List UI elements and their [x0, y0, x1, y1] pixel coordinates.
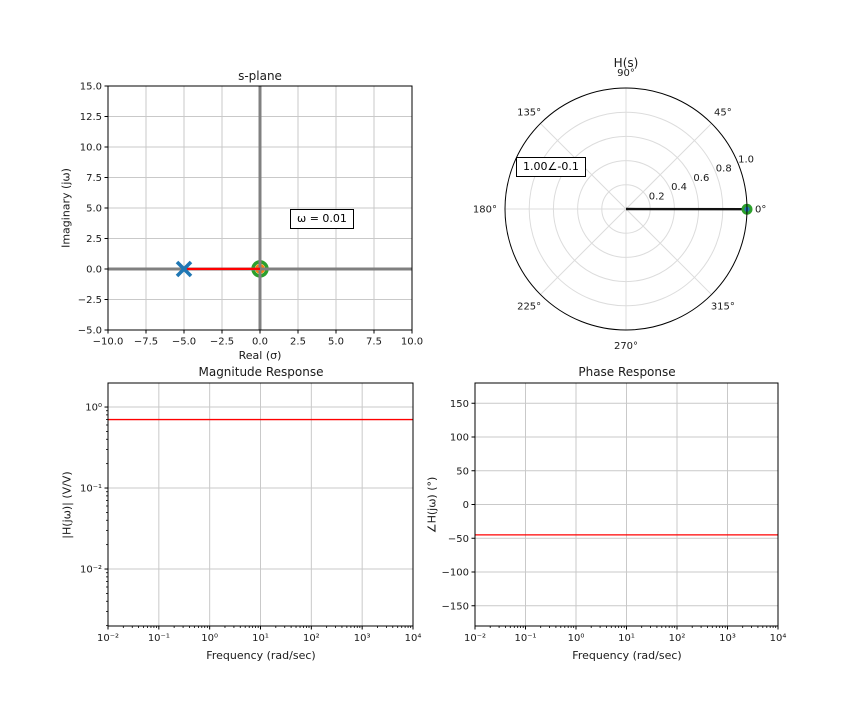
x-tick-label: 10⁻²: [464, 633, 486, 644]
x-tick-label: 10³: [354, 633, 371, 644]
x-tick-label: 10.0: [401, 337, 423, 348]
y-tick-label: −150: [442, 601, 469, 612]
x-tick-label: 10²: [669, 633, 686, 644]
x-tick-label: −5.0: [172, 337, 196, 348]
x-tick-label: 10⁴: [770, 633, 787, 644]
y-tick-label: 150: [450, 399, 469, 410]
s-plane-plot: −10.0 −7.5 −5.0 −2.5 0.0 2.5 5.0 7.5 10.0 −5.0 −2.…: [78, 82, 423, 348]
s-plane-xlabel: Real (σ): [238, 349, 282, 362]
x-tick-label: −10.0: [93, 337, 124, 348]
theta-tick-label: 90°: [617, 68, 635, 79]
polar-spoke: [625, 123, 712, 210]
phase-xlabel: Frequency (rad/sec): [572, 649, 682, 662]
theta-tick-label: 135°: [517, 108, 541, 119]
y-tick-label: 0: [463, 500, 469, 511]
polar-spoke: [540, 208, 627, 295]
y-tick-label: 10.0: [80, 143, 102, 154]
r-tick-label: 1.0: [738, 154, 754, 165]
s-plane-title: s-plane: [238, 69, 282, 83]
x-tick-label: 7.5: [366, 337, 382, 348]
polar-title: H(s): [613, 56, 639, 70]
x-tick-label: 2.5: [290, 337, 306, 348]
r-tick-label: 0.8: [716, 164, 732, 175]
polar-outline: [504, 87, 748, 331]
y-tick-label: 50: [456, 466, 469, 477]
y-tick-label: 7.5: [86, 173, 102, 184]
theta-tick-label: 45°: [714, 108, 732, 119]
y-tick-label: 10⁻¹: [80, 484, 102, 495]
theta-tick-label: 225°: [517, 301, 541, 312]
y-tick-label: 15.0: [80, 82, 102, 93]
polar-spoke: [625, 208, 712, 295]
y-tick-label: 5.0: [86, 204, 102, 215]
theta-tick-label: 0°: [755, 205, 766, 216]
r-tick-label: 0.4: [671, 182, 687, 193]
x-tick-label: 10⁰: [568, 633, 585, 644]
pole-x-stroke: [175, 260, 193, 278]
x-tick-label: 5.0: [328, 337, 344, 348]
polar-value-annotation: 1.00∠-0.1: [516, 157, 586, 178]
omega-annotation: ω = 0.01: [290, 209, 354, 230]
y-tick-label: 10⁻²: [80, 565, 102, 576]
y-tick-label: 2.5: [86, 234, 102, 245]
theta-tick-label: 315°: [711, 301, 735, 312]
phase-title: Phase Response: [578, 365, 676, 379]
x-tick-label: 10²: [303, 633, 320, 644]
magnitude-ylabel: |H(jω)| (V/V): [60, 471, 74, 539]
theta-tick-label: 180°: [473, 205, 497, 216]
magnitude-xlabel: Frequency (rad/sec): [206, 649, 316, 662]
y-tick-label: 100: [450, 433, 469, 444]
y-tick-label: 12.5: [80, 112, 102, 123]
x-tick-label: 10⁻¹: [148, 633, 170, 644]
x-tick-label: 10¹: [618, 633, 635, 644]
theta-tick-label: 270°: [614, 341, 638, 352]
x-tick-label: −2.5: [210, 337, 234, 348]
polar-plot: 0.2 0.4 0.6 0.8 1.0 0° 45° 90° 135° 180° 225° 270° 3…: [473, 68, 766, 352]
pole-marker: [175, 260, 193, 278]
x-tick-label: 10³: [719, 633, 736, 644]
s-plane-ylabel: Imaginary (jω): [59, 168, 73, 248]
phase-ylabel: ∠H(jω) (°): [425, 476, 439, 534]
y-tick-label: −2.5: [78, 295, 102, 306]
y-tick-label: −50: [448, 534, 469, 545]
magnitude-response-plot: 10⁻² 10⁻¹ 10⁰ 10¹ 10² 10³ 10⁴ 10⁰ 10⁻¹ 10⁻²: [80, 382, 422, 644]
magnitude-title: Magnitude Response: [198, 365, 324, 379]
y-tick-label: 0.0: [86, 265, 102, 276]
y-tick-label: −100: [442, 568, 469, 579]
y-tick-label: −5.0: [78, 326, 102, 337]
x-tick-label: 10⁴: [405, 633, 422, 644]
phase-response-grid: [474, 383, 779, 626]
phase-response-plot: 10⁻² 10⁻¹ 10⁰ 10¹ 10² 10³ 10⁴ 150 100 50 0 −50 −100 −…: [442, 382, 787, 644]
y-tick-label: 10⁰: [85, 403, 102, 414]
x-tick-label: 10⁰: [201, 633, 218, 644]
x-tick-label: 0.0: [252, 337, 268, 348]
x-tick-label: 10¹: [252, 633, 269, 644]
polar-theta-labels: 0° 45° 90° 135° 180° 225° 270° 315°: [473, 68, 766, 352]
x-tick-label: −7.5: [134, 337, 158, 348]
r-tick-label: 0.2: [649, 191, 665, 202]
x-tick-label: 10⁻¹: [514, 633, 536, 644]
x-tick-label: 10⁻²: [97, 633, 119, 644]
r-tick-label: 0.6: [693, 173, 709, 184]
polar-r-labels: 0.2 0.4 0.6 0.8 1.0: [649, 154, 754, 202]
